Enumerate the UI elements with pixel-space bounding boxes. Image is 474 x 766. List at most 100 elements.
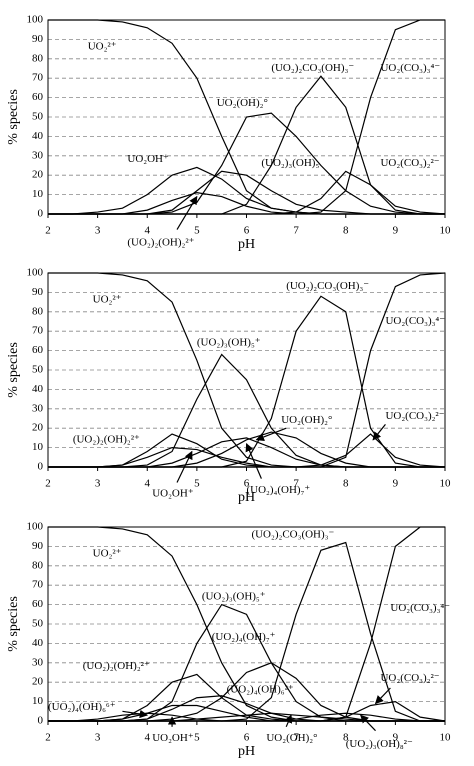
species-label: (UO₂)₄(OH)₆²⁺ [227, 683, 294, 695]
y-axis-label: % species [6, 596, 21, 652]
y-tick-label: 70 [32, 579, 44, 591]
x-tick-label: 4 [145, 225, 151, 237]
y-tick-label: 60 [32, 91, 44, 103]
x-tick-label: 2 [45, 732, 51, 744]
y-tick-label: 40 [32, 130, 44, 142]
species-label: UO₂²⁺ [88, 41, 117, 53]
species-label: UO₂(OH)₂° [217, 97, 268, 109]
species-label: UO₂(CO₃)₂²⁻ [380, 157, 439, 169]
y-tick-label: 30 [32, 402, 44, 414]
label-arrow [374, 687, 391, 705]
label-arrow [372, 423, 386, 441]
species-label: (UO₂)₂CO₃(OH)₃⁻ [271, 62, 354, 74]
y-tick-label: 20 [32, 422, 44, 434]
species-label: (UO₂)₄(OH)₇⁺ [247, 484, 311, 496]
x-tick-label: 9 [393, 225, 399, 237]
x-tick-label: 5 [194, 225, 200, 237]
y-tick-label: 80 [32, 305, 44, 317]
x-tick-label: 2 [45, 478, 51, 490]
x-tick-label: 4 [145, 732, 151, 744]
species-label: UO₂(CO₃)₂²⁻ [385, 410, 444, 422]
x-tick-label: 5 [194, 732, 200, 744]
species-label: UO₂(CO₃)₃⁴⁻ [380, 62, 440, 74]
species-line [48, 433, 446, 468]
y-tick-label: 30 [32, 656, 44, 668]
y-tick-label: 10 [32, 441, 44, 453]
y-tick-label: 70 [32, 72, 44, 84]
species-label: UO₂(CO₃)₂²⁻ [380, 672, 439, 684]
x-tick-label: 10 [440, 478, 452, 490]
species-label: UO₂²⁺ [93, 294, 122, 306]
x-tick-label: 8 [343, 478, 349, 490]
y-tick-label: 10 [32, 188, 44, 200]
x-tick-label: 7 [293, 732, 299, 744]
label-arrow [255, 427, 287, 441]
y-tick-label: 100 [27, 267, 44, 279]
x-tick-label: 7 [293, 478, 299, 490]
y-tick-label: 40 [32, 383, 44, 395]
species-label: UO₂OH⁺ [152, 488, 194, 500]
y-tick-label: 100 [27, 521, 44, 533]
species-line [48, 712, 445, 722]
species-label: (UO₂)₄(OH)₆⁶⁺ [48, 701, 116, 713]
species-line [48, 170, 446, 215]
x-tick-label: 3 [95, 225, 101, 237]
y-tick-label: 50 [32, 618, 44, 630]
species-label: UO₂(CO₃)₃⁴⁻ [390, 602, 450, 614]
species-label: (UO₂)₂CO₃(OH)₃⁻ [251, 528, 334, 540]
species-label: (UO₂)₂CO₃(OH)₃⁻ [286, 280, 369, 292]
species-label: (UO₂)₂(OH)₂²⁺ [127, 237, 194, 249]
species-label: (UO₂)₃(OH)₅⁺ [202, 590, 266, 602]
label-arrow [360, 714, 376, 732]
y-tick-label: 50 [32, 111, 44, 123]
y-tick-label: 100 [27, 14, 44, 26]
species-label: (UO₂)₂(OH)₂²⁺ [73, 433, 140, 445]
x-tick-label: 9 [393, 732, 399, 744]
x-tick-label: 7 [293, 225, 299, 237]
x-tick-label: 6 [244, 732, 250, 744]
y-tick-label: 60 [32, 598, 44, 610]
label-arrow [245, 442, 262, 479]
x-tick-label: 2 [45, 225, 51, 237]
species-line [48, 170, 445, 215]
species-label: (UO₂)₄(OH)₇⁺ [212, 631, 276, 643]
species-label: UO₂OH⁺ [152, 732, 194, 744]
label-arrow [176, 195, 198, 230]
y-tick-label: 80 [32, 559, 44, 571]
y-tick-label: 90 [32, 286, 44, 298]
species-label: UO₂²⁺ [93, 548, 122, 560]
x-tick-label: 10 [440, 732, 452, 744]
x-tick-label: 6 [244, 478, 250, 490]
y-tick-label: 0 [38, 715, 44, 727]
y-tick-label: 90 [32, 33, 44, 45]
species-label: UO₂(OH)₂° [281, 414, 332, 426]
x-tick-label: 8 [343, 225, 349, 237]
y-axis-label: % species [6, 89, 21, 145]
x-axis-label: pH [238, 490, 255, 505]
x-tick-label: 8 [343, 732, 349, 744]
y-tick-label: 20 [32, 169, 44, 181]
species-label: UO₂OH⁺ [127, 153, 169, 165]
species-label: (UO₂)₂(OH)₂²⁺ [83, 660, 150, 672]
y-tick-label: 40 [32, 637, 44, 649]
x-tick-label: 10 [440, 225, 452, 237]
x-tick-label: 3 [95, 478, 101, 490]
species-label: UO₂(OH)₂° [266, 732, 317, 744]
species-label: (UO₂)₃(OH)₈²⁻ [346, 738, 413, 750]
y-tick-label: 10 [32, 695, 44, 707]
x-tick-label: 9 [393, 478, 399, 490]
species-label: (UO₂)₃(OH)₅⁺ [197, 336, 261, 348]
y-tick-label: 0 [38, 208, 44, 220]
x-tick-label: 3 [95, 732, 101, 744]
y-tick-label: 30 [32, 149, 44, 161]
x-tick-label: 5 [194, 478, 200, 490]
species-label: UO₂(CO₃)₃⁴⁻ [385, 315, 445, 327]
x-tick-label: 4 [145, 478, 151, 490]
y-tick-label: 20 [32, 676, 44, 688]
species-label: (UO₂)₃(OH)₅ [261, 157, 319, 169]
y-axis-label: % species [6, 342, 21, 398]
y-tick-label: 90 [32, 540, 44, 552]
x-tick-label: 6 [244, 225, 250, 237]
